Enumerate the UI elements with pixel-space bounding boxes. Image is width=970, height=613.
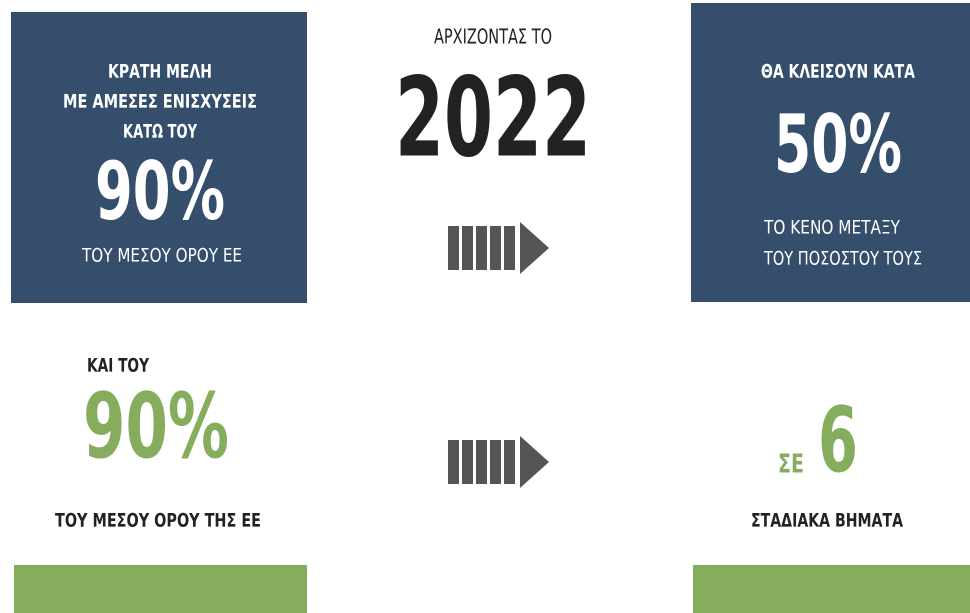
panel bbox=[11, 12, 307, 303]
text: ΣΕ bbox=[778, 450, 804, 480]
arrow bbox=[448, 222, 549, 274]
text: ΤΟΥ ΜΕΣΟΥ ΟΡΟΥ ΕΕ bbox=[81, 245, 242, 267]
figure: 90% bbox=[83, 374, 229, 479]
text: ΚΑΤΩ ΤΟΥ bbox=[123, 121, 197, 143]
year: 2022 bbox=[395, 53, 591, 181]
text: ΤΟ ΚΕΝΟ ΜΕΤΑΞΥ bbox=[763, 217, 900, 239]
arrow bbox=[448, 436, 549, 488]
text: ΤΟΥ ΠΟΣΟΣΤΟΥ ΤΟΥΣ bbox=[763, 248, 922, 270]
text: ΘΑ ΚΛΕΙΣΟΥΝ ΚΑΤΑ bbox=[761, 61, 915, 83]
figure: 90% bbox=[95, 145, 225, 238]
text: ΤΟΥ ΜΕΣΟΥ ΟΡΟΥ ΤΗΣ ΕΕ bbox=[55, 510, 261, 532]
figure: 50% bbox=[774, 98, 902, 191]
panel bbox=[691, 3, 970, 302]
figure: 6 bbox=[818, 388, 858, 493]
text: ΚΑΙ ΤΟΥ bbox=[87, 355, 149, 377]
bar bbox=[693, 565, 970, 613]
text: ΣΤΑΔΙΑΚΑ ΒΗΜΑΤΑ bbox=[751, 510, 903, 532]
caption: ΑΡΧΙΖΟΝΤΑΣ ΤΟ bbox=[434, 25, 552, 49]
text: ΚΡΑΤΗ ΜΕΛΗ bbox=[108, 61, 212, 83]
text: ΜΕ ΑΜΕΣΕΣ ΕΝΙΣΧΥΣΕΙΣ bbox=[63, 91, 257, 113]
bar bbox=[14, 565, 307, 613]
